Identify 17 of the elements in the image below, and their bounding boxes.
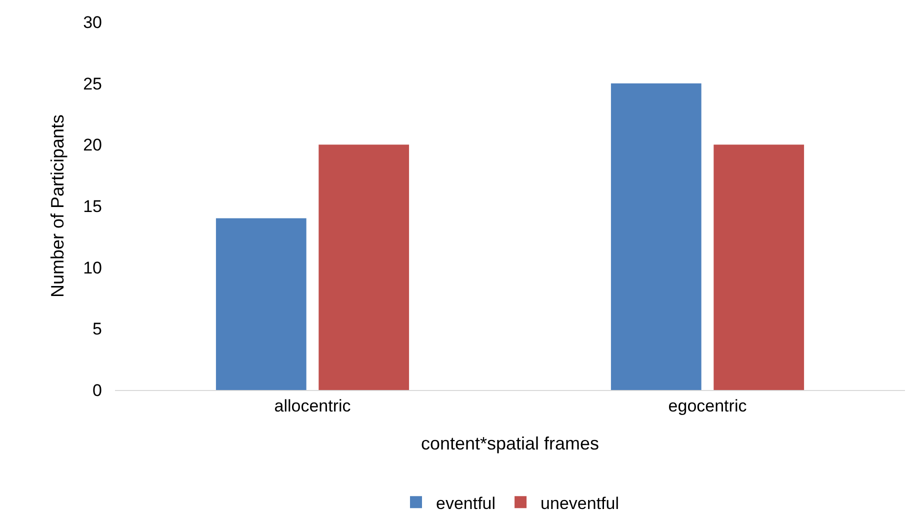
y-tick-label: 30 bbox=[83, 12, 102, 32]
legend-label: eventful bbox=[436, 494, 496, 513]
x-tick-label: egocentric bbox=[668, 396, 748, 416]
y-tick-label: 5 bbox=[92, 320, 102, 339]
y-tick-label: 20 bbox=[83, 136, 102, 155]
legend-label: uneventful bbox=[540, 494, 619, 513]
bar bbox=[318, 144, 410, 390]
y-tick-label: 15 bbox=[83, 196, 102, 216]
x-axis-title: content*spatial frames bbox=[420, 434, 600, 454]
x-tick-label: allocentric bbox=[274, 396, 352, 416]
y-axis-title: Number of Participants bbox=[47, 114, 68, 298]
bar bbox=[610, 83, 702, 390]
bar bbox=[216, 218, 306, 390]
y-tick-label: 25 bbox=[83, 74, 102, 94]
y-tick-label: 10 bbox=[83, 258, 102, 278]
y-tick-label: 0 bbox=[92, 380, 102, 400]
bar bbox=[714, 144, 804, 390]
